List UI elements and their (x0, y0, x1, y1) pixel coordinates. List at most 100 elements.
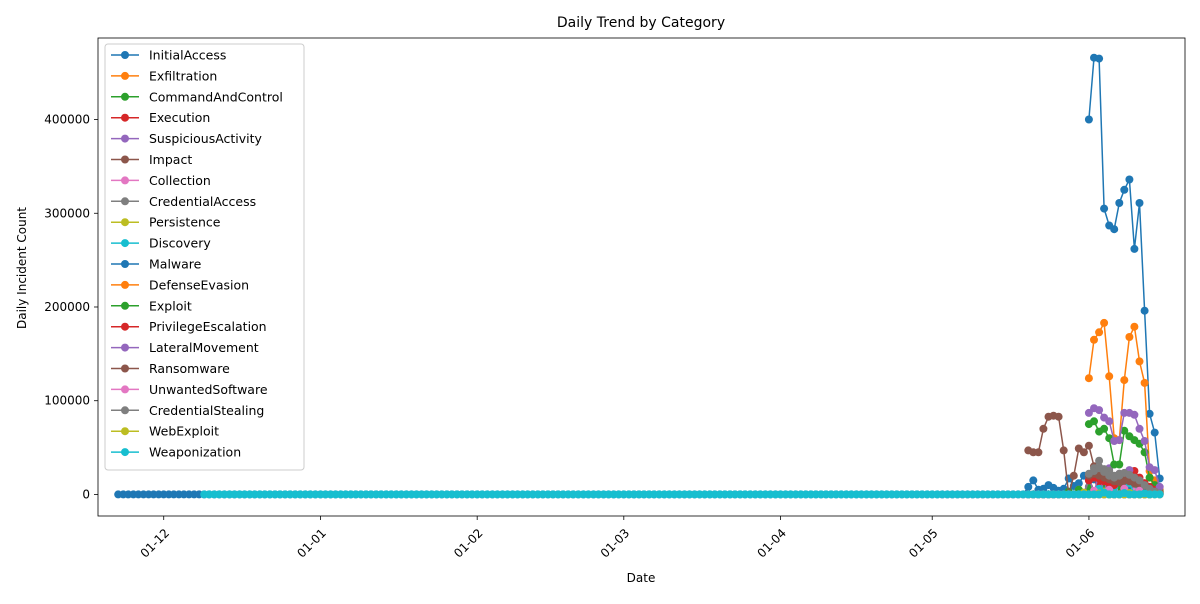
legend-marker (121, 92, 129, 101)
x-tick-label: 01-03 (598, 526, 633, 561)
data-point (1095, 456, 1104, 465)
legend-item: LateralMovement (111, 340, 259, 355)
data-point (1100, 424, 1109, 433)
series-Weaponization (200, 488, 1164, 499)
legend-label: CredentialStealing (149, 403, 264, 418)
series-CredentialStealing (1084, 464, 1164, 498)
legend-marker (121, 134, 129, 143)
legend-marker (121, 218, 129, 227)
legend-item: CommandAndControl (111, 89, 283, 104)
data-point (1074, 479, 1083, 488)
data-point (1135, 199, 1144, 207)
legend-label: Impact (149, 152, 192, 167)
legend-item: CredentialAccess (111, 194, 256, 209)
legend-item: UnwantedSoftware (111, 382, 268, 397)
chart-title: Daily Trend by Category (557, 15, 725, 31)
y-tick-label: 400000 (44, 113, 90, 127)
y-tick-label: 100000 (44, 394, 90, 408)
legend-label: WebExploit (149, 424, 219, 439)
data-point (1095, 406, 1104, 415)
legend-label: LateralMovement (149, 340, 259, 355)
legend-marker (121, 260, 129, 268)
legend-label: Weaponization (149, 445, 241, 460)
data-point (1145, 473, 1154, 482)
data-point (1115, 436, 1124, 445)
data-point (1120, 426, 1129, 435)
legend-marker (121, 322, 129, 331)
y-tick-label: 200000 (44, 300, 90, 314)
legend-item: WebExploit (111, 424, 219, 439)
data-point (1024, 482, 1033, 491)
data-point (1079, 448, 1088, 457)
data-point (1095, 328, 1104, 337)
data-point (1125, 175, 1134, 184)
legend-marker (121, 71, 129, 80)
legend: InitialAccess Exfiltration CommandAndContr… (104, 43, 305, 471)
legend-marker (121, 239, 129, 248)
legend-item: Exfiltration (111, 68, 217, 83)
legend-marker (121, 301, 129, 310)
legend-marker (121, 448, 129, 457)
legend-label: Malware (149, 257, 202, 272)
series-LateralMovement (1084, 404, 1164, 491)
data-point (1150, 466, 1159, 475)
data-point (1155, 490, 1164, 499)
legend-item: CredentialStealing (111, 403, 264, 418)
data-point (1130, 410, 1139, 419)
legend-label: CredentialAccess (149, 194, 256, 209)
data-point (1059, 446, 1068, 455)
legend-item: Impact (111, 152, 192, 167)
legend-marker (121, 280, 129, 289)
legend-marker (121, 364, 129, 373)
data-point (1150, 428, 1159, 437)
legend-item: Collection (111, 173, 211, 188)
legend-marker (121, 155, 129, 164)
data-point (1095, 54, 1104, 63)
legend-item: Exploit (111, 298, 192, 313)
x-axis-label: Date (627, 571, 656, 585)
data-point (1135, 476, 1144, 485)
x-tick-label: 01-06 (1063, 526, 1098, 561)
data-point (1130, 244, 1139, 253)
legend-label: InitialAccess (149, 48, 226, 63)
data-point (1120, 185, 1129, 194)
legend-label: Persistence (149, 215, 221, 230)
data-point (1039, 424, 1048, 433)
data-point (1115, 460, 1124, 469)
legend-marker (121, 176, 129, 185)
data-point (1125, 333, 1134, 341)
data-point (1135, 424, 1144, 433)
y-axis: 0 100000 200000 300000 400000 (44, 113, 98, 501)
data-point (1115, 199, 1124, 207)
legend-label: Exfiltration (149, 68, 217, 83)
x-tick-label: 01-05 (906, 526, 941, 561)
data-point (1140, 306, 1149, 315)
legend-label: UnwantedSoftware (149, 382, 268, 397)
series-Malware (1084, 53, 1164, 483)
legend-item: InitialAccess (111, 48, 226, 63)
legend-item: Malware (111, 257, 202, 272)
data-point (1084, 115, 1093, 124)
data-point (1140, 437, 1149, 445)
data-point (1034, 448, 1043, 457)
legend-marker (121, 385, 129, 394)
legend-marker (121, 427, 129, 436)
data-point (1090, 417, 1098, 426)
data-point (1155, 482, 1164, 491)
legend-label: CommandAndControl (149, 89, 283, 104)
x-tick-label: 01-04 (754, 526, 789, 561)
legend-marker (121, 343, 129, 352)
data-point (1084, 408, 1093, 417)
data-point (1084, 374, 1093, 383)
data-point (1145, 409, 1154, 418)
data-point (1054, 412, 1063, 421)
data-point (1105, 372, 1114, 381)
legend-label: Execution (149, 110, 210, 125)
legend-label: Collection (149, 173, 211, 188)
data-point (1130, 322, 1139, 331)
legend-marker (121, 197, 129, 206)
legend-marker (121, 51, 129, 59)
legend-box (104, 43, 305, 471)
